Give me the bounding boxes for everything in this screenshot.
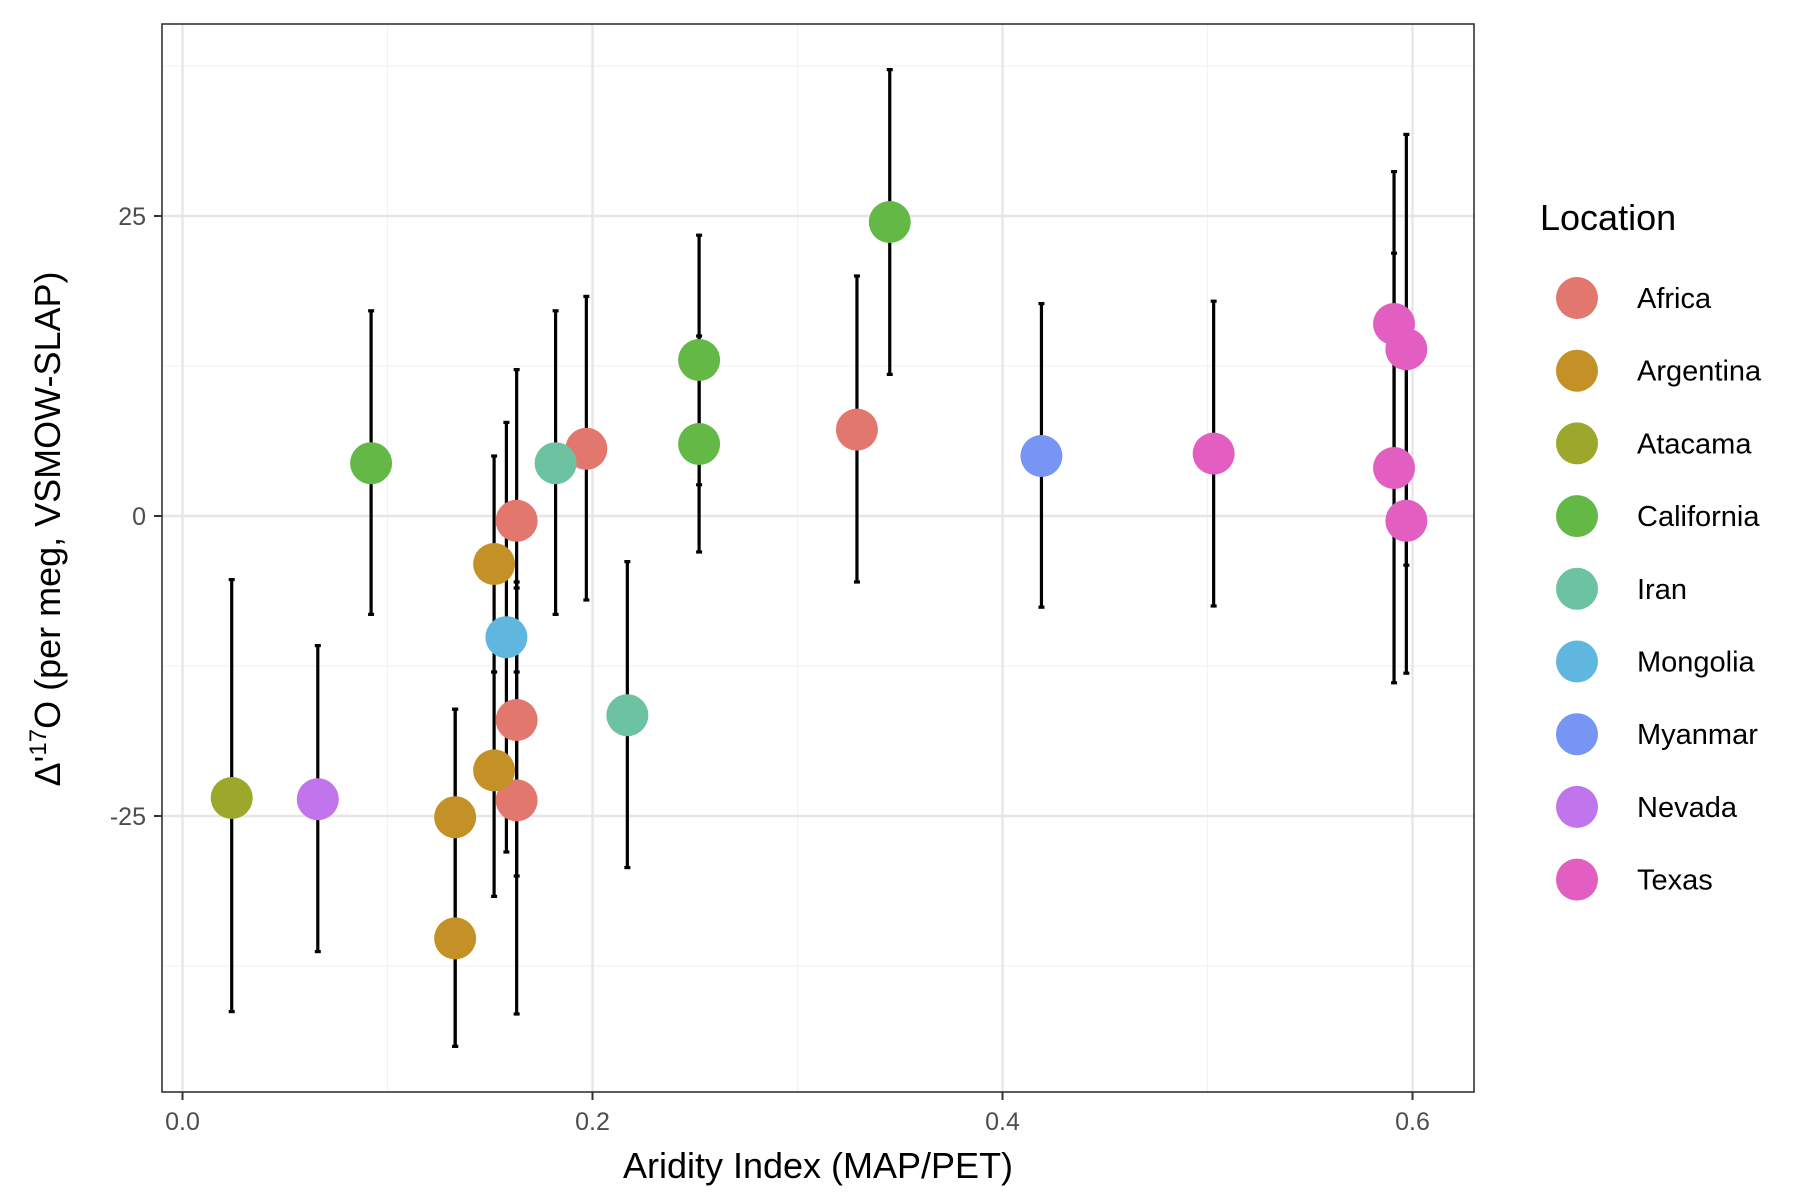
data-point-africa <box>495 699 538 741</box>
legend-item-myanmar: Myanmar <box>1556 713 1758 756</box>
x-tick-label: 0.6 <box>1395 1108 1430 1136</box>
legend-item-iran: Iran <box>1556 567 1687 610</box>
y-tick-label: 25 <box>118 203 146 231</box>
y-axis-title: Δ'17O (per meg, VSMOW-SLAP) <box>25 271 68 786</box>
legend-title: Location <box>1540 197 1676 238</box>
legend-item-nevada: Nevada <box>1556 785 1738 828</box>
legend-label: Atacama <box>1637 428 1752 460</box>
plot-panel-border <box>161 23 1475 1093</box>
data-point-africa <box>495 499 538 542</box>
data-points <box>210 201 1428 960</box>
legend-key <box>1556 785 1598 828</box>
data-point-texas <box>1373 447 1416 489</box>
legend-key <box>1556 349 1598 392</box>
data-point-argentina <box>434 917 477 960</box>
legend-key <box>1556 858 1598 901</box>
data-point-argentina <box>473 749 516 792</box>
legend-item-argentina: Argentina <box>1556 349 1762 392</box>
data-point-argentina <box>473 543 516 585</box>
legend-key <box>1556 713 1598 756</box>
legend-label: Iran <box>1637 574 1687 606</box>
legend-label: Argentina <box>1637 356 1762 388</box>
legend-label: Texas <box>1637 865 1713 897</box>
y-axis-ticks: -25 0 25 <box>110 203 162 831</box>
data-point-california <box>678 339 721 381</box>
x-axis-ticks: 0.0 0.2 0.4 0.6 <box>165 1092 1430 1136</box>
legend-item-california: California <box>1556 495 1760 538</box>
y-tick-label: 0 <box>132 503 146 531</box>
data-point-mongolia <box>485 616 528 659</box>
y-axis-title-prefix: Δ' <box>27 756 68 787</box>
x-axis-title: Aridity Index (MAP/PET) <box>623 1145 1013 1186</box>
legend-key <box>1556 277 1598 319</box>
legend-key <box>1556 422 1598 465</box>
data-point-africa <box>495 779 538 822</box>
data-point-atacama <box>210 777 253 819</box>
x-tick-label: 0.4 <box>985 1108 1020 1136</box>
y-axis-title-superscript: 17 <box>25 729 52 756</box>
legend-label: California <box>1637 501 1760 533</box>
data-point-california <box>868 201 911 243</box>
legend-item-africa: Africa <box>1556 277 1712 319</box>
legend-key <box>1556 640 1598 683</box>
x-tick-label: 0.2 <box>575 1108 610 1136</box>
data-point-nevada <box>296 778 339 821</box>
data-point-iran <box>534 442 577 485</box>
legend-item-mongolia: Mongolia <box>1556 640 1756 683</box>
y-tick-label: -25 <box>110 803 146 831</box>
data-point-argentina <box>434 796 477 839</box>
legend-label: Nevada <box>1637 792 1738 824</box>
legend-item-atacama: Atacama <box>1556 422 1752 465</box>
data-point-iran <box>606 694 649 737</box>
data-point-texas <box>1385 328 1428 371</box>
data-point-texas <box>1192 432 1235 475</box>
y-axis-title-suffix: O (per meg, VSMOW-SLAP) <box>27 271 68 728</box>
legend-key <box>1556 567 1598 610</box>
x-tick-label: 0.0 <box>165 1108 200 1136</box>
data-point-california <box>678 423 721 465</box>
grid-lines <box>162 24 1474 1092</box>
data-point-california <box>350 442 393 485</box>
data-point-myanmar <box>1020 435 1063 477</box>
legend-label: Myanmar <box>1637 719 1758 751</box>
legend-label: Mongolia <box>1637 647 1756 679</box>
legend-items: Africa Argentina Atacama California Iran Mong… <box>1556 277 1762 901</box>
legend: Location Africa Argentina Atacama Californi… <box>1540 197 1762 901</box>
legend-key <box>1556 495 1598 538</box>
data-point-africa <box>835 408 878 451</box>
legend-item-texas: Texas <box>1556 858 1713 901</box>
legend-label: Africa <box>1637 283 1712 315</box>
data-point-texas <box>1385 499 1428 542</box>
